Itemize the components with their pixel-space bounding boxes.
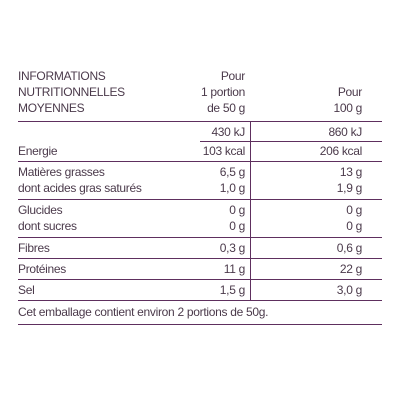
row-per100: 22 g xyxy=(339,262,362,276)
rule xyxy=(18,237,382,238)
header-per100: Pour xyxy=(337,85,362,99)
rule xyxy=(18,258,382,259)
divider xyxy=(250,121,251,300)
row-label: Matières grasses xyxy=(18,165,105,179)
rule xyxy=(18,279,382,280)
row-portion: 0,3 g xyxy=(219,241,246,255)
rule xyxy=(18,161,382,162)
row-portion: 1,5 g xyxy=(219,283,246,297)
energy-per100: 206 kcal xyxy=(319,144,363,158)
header-per100: 100 g xyxy=(333,101,362,115)
header-portion: Pour xyxy=(220,69,245,83)
energy-portion: 103 kcal xyxy=(202,144,246,158)
rule xyxy=(18,300,382,301)
row-per100: 0,6 g xyxy=(336,241,363,255)
row-portion: 11 g xyxy=(223,262,246,276)
footer-note: Cet emballage contient environ 2 portion… xyxy=(18,305,269,319)
row-per100: 13 g xyxy=(339,165,362,179)
rule xyxy=(18,121,382,122)
row-label: dont sucres xyxy=(18,219,77,233)
row-label: Fibres xyxy=(18,241,50,255)
row-portion: 6,5 g xyxy=(219,165,246,179)
rule xyxy=(18,199,382,200)
rule xyxy=(200,141,382,142)
row-portion: 0 g xyxy=(229,203,245,217)
rule xyxy=(18,324,382,325)
header-title: INFORMATIONS xyxy=(18,69,106,83)
row-per100: 1,9 g xyxy=(336,181,363,195)
row-portion: 1,0 g xyxy=(219,181,246,195)
header-portion: de 50 g xyxy=(207,101,245,115)
energy-portion: 430 kJ xyxy=(211,125,245,139)
row-label: Protéines xyxy=(18,262,66,276)
header-title: MOYENNES xyxy=(18,101,85,115)
row-label: dont acides gras saturés xyxy=(18,181,142,195)
row-per100: 0 g xyxy=(346,219,362,233)
row-portion: 0 g xyxy=(229,219,245,233)
energy-per100: 860 kJ xyxy=(328,125,362,139)
row-label: Glucides xyxy=(18,203,63,217)
header-title: NUTRITIONNELLES xyxy=(18,85,125,99)
row-per100: 0 g xyxy=(346,203,362,217)
row-label: Sel xyxy=(18,283,35,297)
energy-label: Energie xyxy=(18,144,58,158)
row-per100: 3,0 g xyxy=(336,283,363,297)
header-portion: 1 portion xyxy=(201,85,245,99)
